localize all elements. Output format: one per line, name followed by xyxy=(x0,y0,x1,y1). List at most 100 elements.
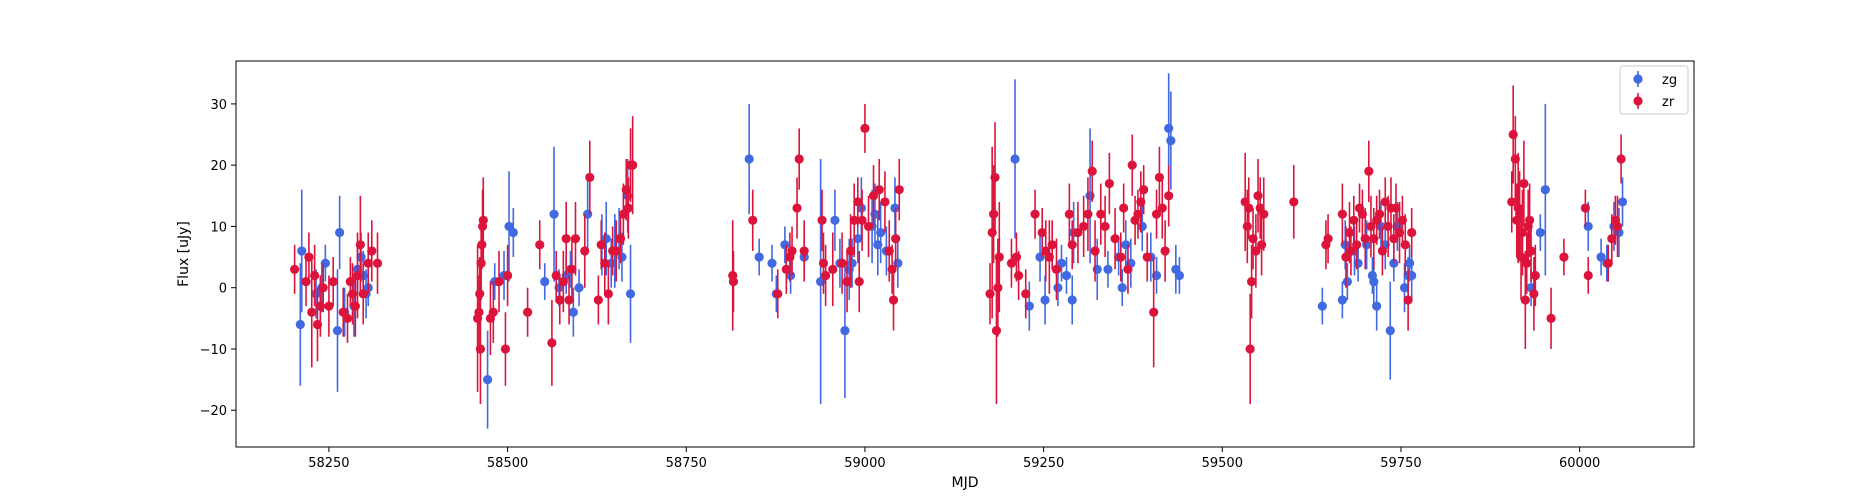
data-point xyxy=(567,264,577,274)
data-point xyxy=(773,289,783,299)
data-point xyxy=(837,258,847,268)
data-point xyxy=(1149,307,1159,317)
data-point xyxy=(1242,221,1252,232)
data-point xyxy=(1090,246,1100,256)
data-point xyxy=(1616,154,1626,164)
data-point xyxy=(551,270,561,281)
data-point xyxy=(478,215,488,225)
x-tick-label: 60000 xyxy=(1559,456,1600,471)
data-point xyxy=(1067,295,1077,305)
data-point xyxy=(1047,240,1057,250)
data-point xyxy=(1516,252,1526,262)
data-point xyxy=(1364,166,1374,176)
data-point xyxy=(1400,240,1410,250)
data-point xyxy=(328,276,338,287)
data-point xyxy=(320,258,330,268)
data-point xyxy=(335,227,345,238)
data-point xyxy=(596,240,606,250)
data-point xyxy=(1064,209,1074,219)
data-point xyxy=(1517,227,1528,238)
data-point xyxy=(874,185,884,195)
data-point xyxy=(1164,191,1174,201)
data-point xyxy=(868,191,879,201)
data-point xyxy=(1519,178,1529,189)
data-point xyxy=(888,295,899,305)
data-point xyxy=(857,215,867,225)
data-point xyxy=(1383,221,1393,232)
data-point xyxy=(1349,215,1359,225)
data-point xyxy=(352,270,363,281)
x-axis: 58250 58500 58750 59000 59250 59500 59750 60000 xyxy=(308,447,1600,471)
data-point xyxy=(494,276,504,287)
data-point xyxy=(880,197,890,207)
y-tick-label: 20 xyxy=(210,159,227,174)
y-axis: −20 −10 0 10 20 30 xyxy=(200,98,236,419)
data-point xyxy=(792,203,802,213)
data-point xyxy=(1337,209,1347,219)
data-point xyxy=(1391,203,1401,213)
data-point xyxy=(780,240,790,250)
data-point xyxy=(574,283,584,293)
data-point xyxy=(1139,185,1149,195)
data-point xyxy=(853,197,863,207)
data-point xyxy=(799,246,809,256)
data-point xyxy=(290,264,300,274)
data-point xyxy=(1520,295,1530,305)
data-point xyxy=(475,289,485,299)
data-point xyxy=(1377,246,1387,256)
x-tick-label: 58250 xyxy=(308,456,349,471)
data-point xyxy=(1530,270,1540,281)
x-tick-label: 58500 xyxy=(487,456,528,471)
data-point xyxy=(1248,234,1258,244)
data-point xyxy=(1352,240,1362,250)
data-point xyxy=(1580,203,1590,213)
data-point xyxy=(1346,246,1356,256)
data-point xyxy=(1037,227,1047,238)
data-point xyxy=(748,215,758,225)
data-point xyxy=(1030,209,1040,219)
data-point xyxy=(482,375,493,385)
data-point xyxy=(618,209,628,219)
data-point xyxy=(297,246,307,256)
data-point xyxy=(991,325,1002,336)
y-tick-label: 30 xyxy=(210,98,227,113)
data-point xyxy=(570,234,581,244)
data-point xyxy=(568,307,578,317)
data-point xyxy=(1403,295,1413,305)
data-point xyxy=(781,264,791,274)
data-point xyxy=(477,240,487,250)
data-point xyxy=(854,276,864,287)
data-point xyxy=(1123,264,1133,274)
data-point xyxy=(355,240,365,250)
data-point xyxy=(787,246,797,256)
data-point xyxy=(1399,283,1410,293)
data-point xyxy=(488,307,498,317)
data-point xyxy=(625,289,636,299)
data-point xyxy=(600,258,610,268)
data-point xyxy=(342,313,353,323)
data-point xyxy=(1385,325,1395,336)
data-point xyxy=(1380,197,1390,207)
data-point xyxy=(884,246,894,256)
data-point xyxy=(1079,221,1089,232)
data-point xyxy=(502,270,513,281)
data-point xyxy=(1121,240,1131,250)
data-point xyxy=(1317,301,1327,311)
legend-marker-zr xyxy=(1633,96,1643,106)
data-point xyxy=(1246,276,1257,287)
x-tick-label: 59000 xyxy=(844,456,885,471)
data-point xyxy=(891,234,901,244)
data-point xyxy=(990,172,1000,183)
data-point xyxy=(603,289,613,299)
data-point xyxy=(1104,178,1114,189)
data-point xyxy=(1617,197,1628,207)
data-point xyxy=(754,252,764,262)
data-point xyxy=(475,344,486,354)
data-point xyxy=(1253,191,1263,201)
y-tick-label: −20 xyxy=(200,404,227,419)
data-point xyxy=(628,160,638,170)
data-point xyxy=(540,276,550,287)
data-point xyxy=(890,203,900,213)
